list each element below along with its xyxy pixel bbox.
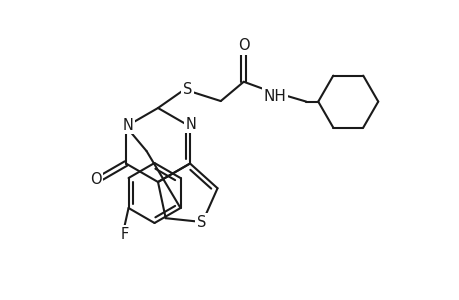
Text: S: S <box>196 214 206 230</box>
Text: F: F <box>120 226 129 242</box>
Text: S: S <box>183 82 192 97</box>
Text: O: O <box>90 172 101 187</box>
Text: NH: NH <box>263 88 286 104</box>
Text: N: N <box>185 117 196 132</box>
Text: N: N <box>122 118 133 133</box>
Text: O: O <box>237 38 249 53</box>
